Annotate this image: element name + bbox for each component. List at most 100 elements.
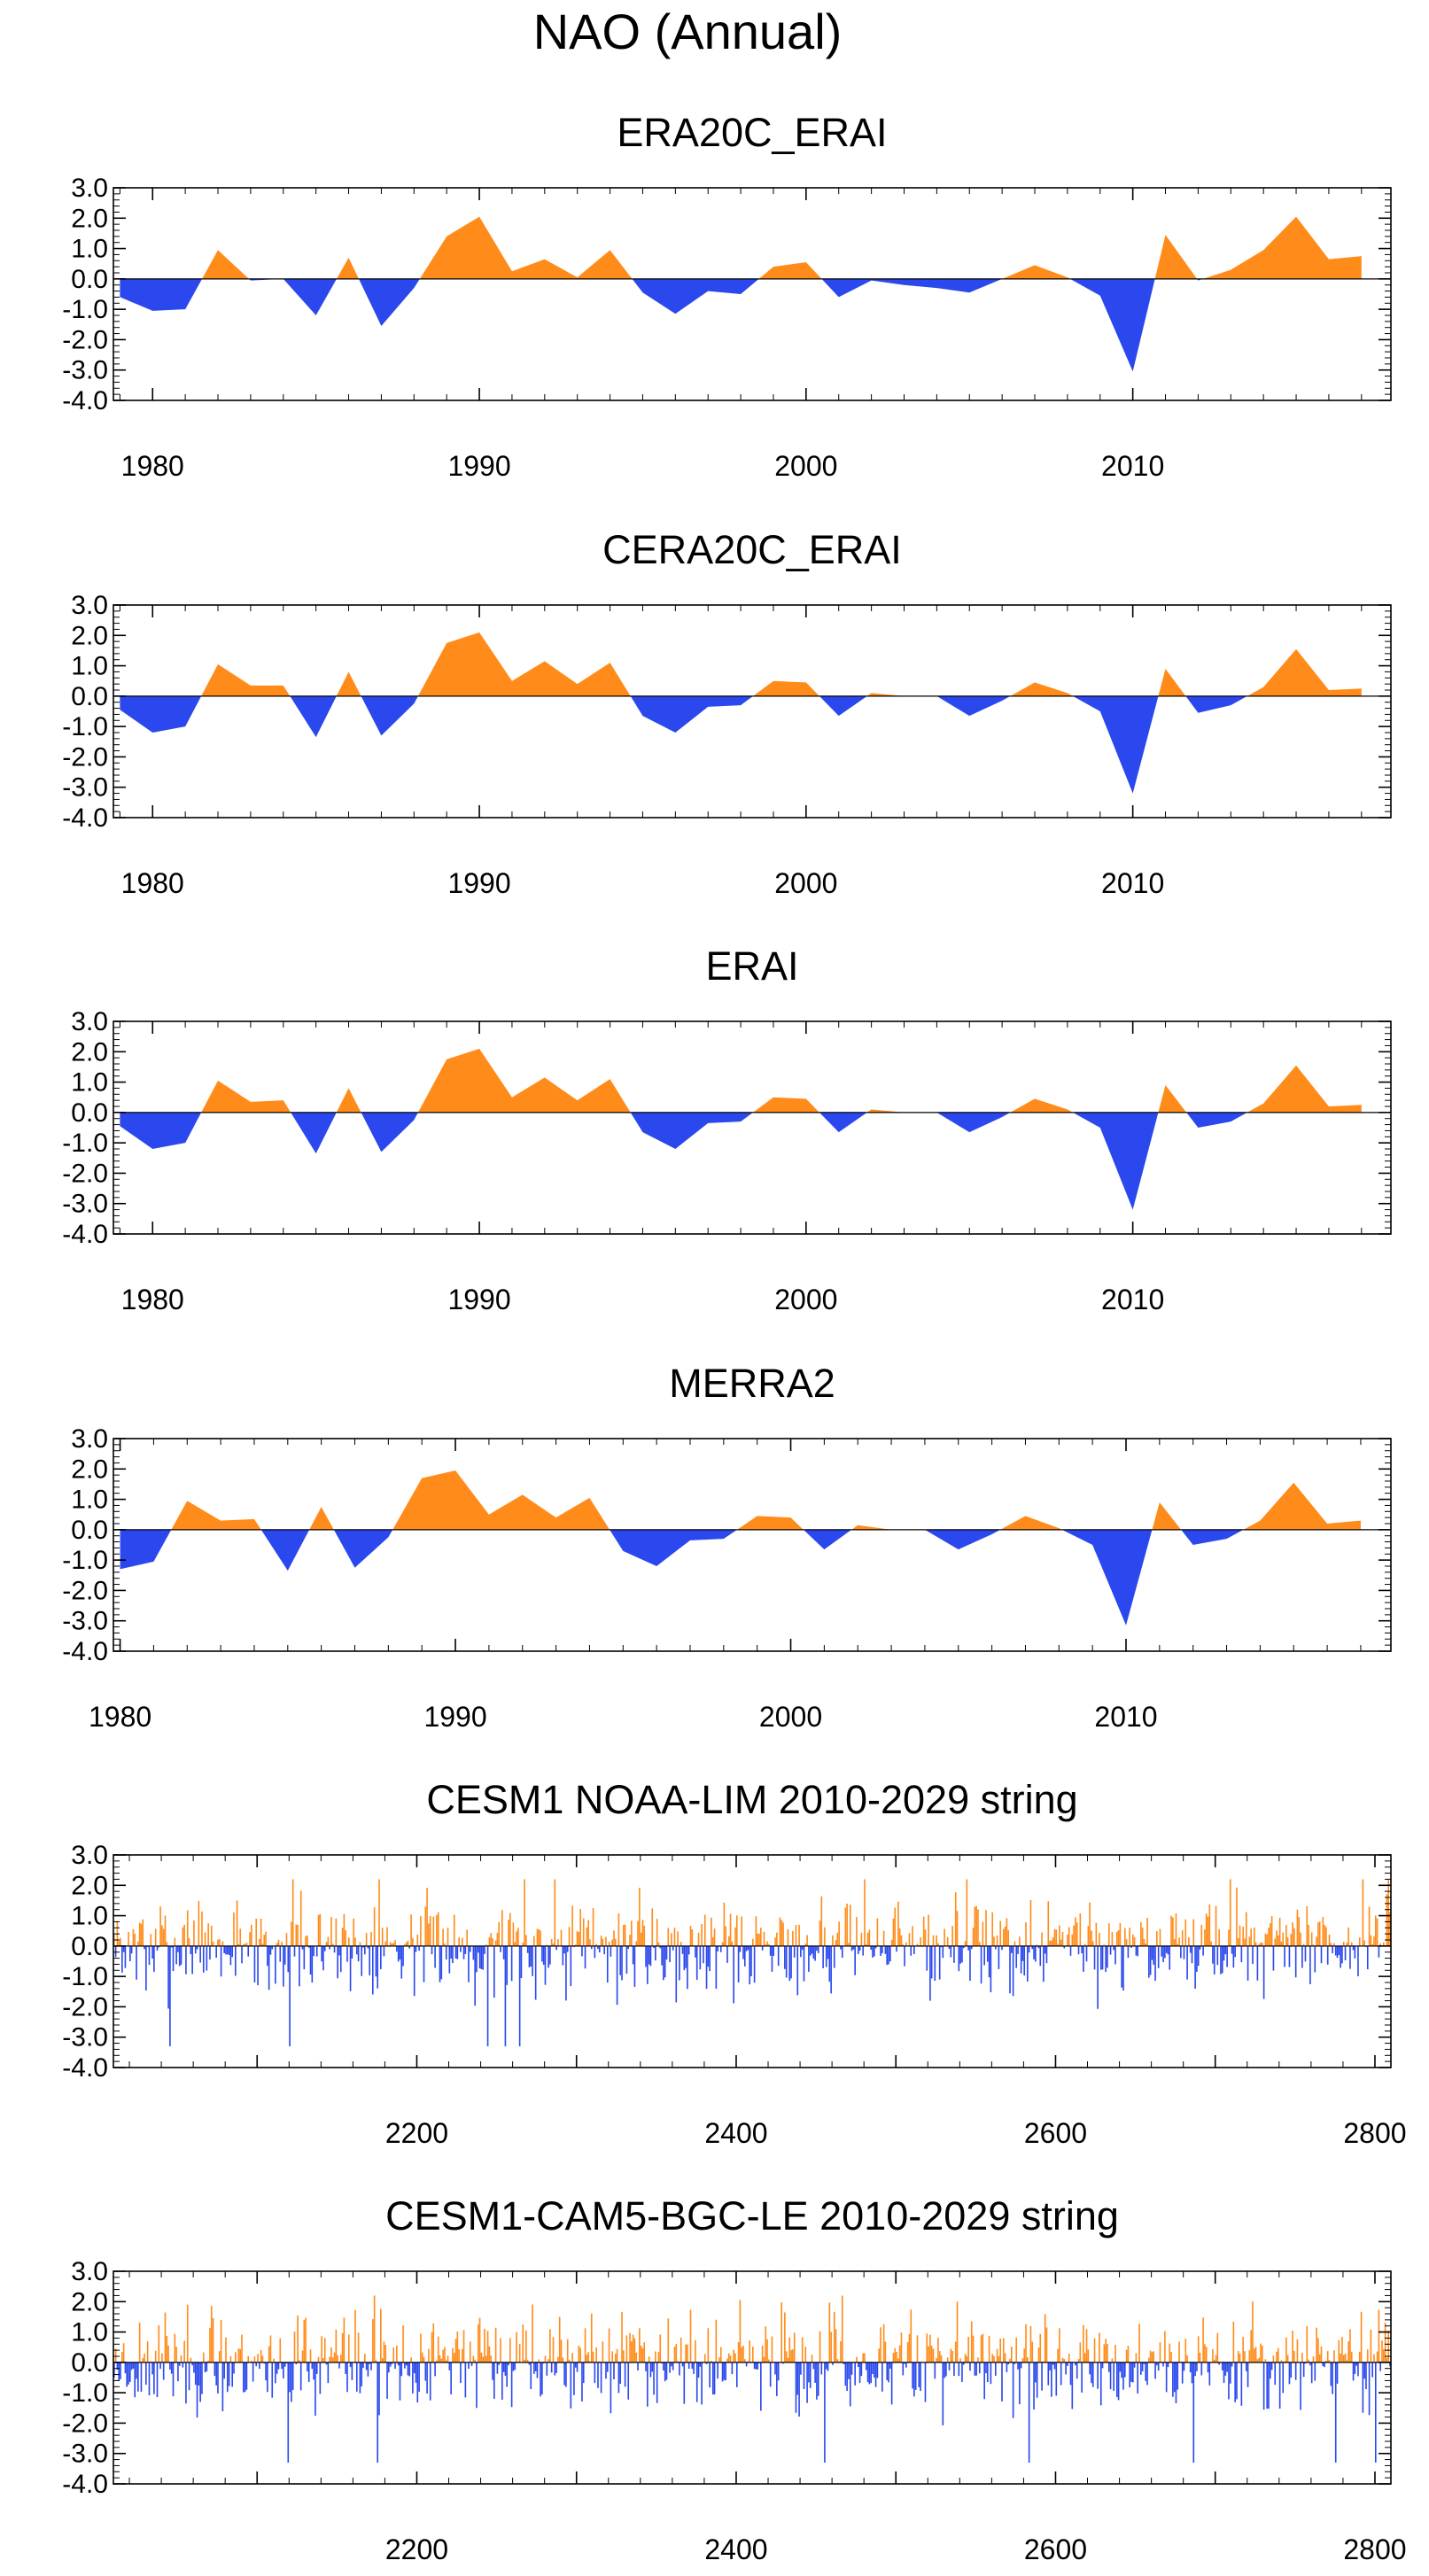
nao-bar: [170, 1945, 173, 1948]
nao-bar: [840, 2341, 842, 2363]
nao-bar: [972, 1928, 975, 1946]
nao-bar: [600, 1936, 602, 1946]
nao-bar: [293, 1945, 296, 1957]
nao-bar: [1191, 1945, 1193, 1964]
y-tick-label: 3.0: [71, 591, 108, 620]
nao-bar: [241, 1945, 243, 1964]
nao-bar: [857, 1945, 859, 1954]
nao-bar: [849, 1905, 851, 1946]
nao-bar: [964, 1941, 967, 1946]
nao-bar: [252, 2362, 254, 2382]
nao-bar: [1366, 2349, 1369, 2363]
negative-area: [291, 1112, 337, 1154]
nao-bar: [1113, 2362, 1114, 2392]
nao-bar: [1133, 1936, 1136, 1946]
nao-bar: [905, 1942, 907, 1946]
nao-bar: [1012, 1945, 1014, 1997]
nao-bar: [1180, 1945, 1182, 1959]
nao-bar: [1354, 1945, 1356, 1959]
nao-bar: [456, 2332, 459, 2363]
nao-bar: [128, 2362, 129, 2385]
nao-bar: [506, 1945, 509, 1985]
nao-bar: [534, 1945, 537, 2000]
nao-bar: [1006, 2362, 1008, 2372]
nao-bar: [920, 1936, 921, 1946]
nao-bar: [889, 2362, 891, 2369]
nao-bar: [207, 2360, 209, 2363]
nao-bar: [169, 1945, 171, 2046]
nao-bar: [1221, 1945, 1223, 1974]
nao-bar: [858, 2362, 861, 2384]
nao-bar: [508, 2362, 509, 2366]
nao-bar: [824, 1927, 826, 1946]
nao-bar: [1236, 1887, 1238, 1946]
nao-bar: [159, 2362, 161, 2370]
nao-bar: [605, 1936, 607, 1946]
nao-bar: [994, 2362, 997, 2376]
nao-bar: [1374, 1915, 1377, 1946]
nao-bar: [307, 1935, 308, 1946]
nao-bar: [1061, 2357, 1064, 2363]
x-tick-label: 1980: [121, 450, 184, 482]
nao-bar: [675, 1945, 678, 2003]
nao-bar: [603, 1945, 605, 1955]
nao-bar: [381, 2358, 384, 2363]
nao-bar: [172, 2362, 175, 2397]
nao-bar: [447, 1928, 449, 1946]
nao-bar: [928, 2346, 929, 2363]
nao-bar: [153, 2362, 155, 2394]
nao-bar: [1254, 1942, 1257, 1946]
nao-bar: [1119, 2362, 1122, 2372]
nao-bar: [835, 2329, 837, 2363]
nao-bar: [1253, 1927, 1255, 1946]
nao-bar: [217, 1939, 219, 1946]
nao-bar: [574, 2362, 577, 2368]
nao-bar: [410, 1914, 412, 1946]
x-tick-label: 2400: [704, 2533, 767, 2565]
nao-bar: [420, 2333, 422, 2363]
nao-bar: [1288, 1945, 1291, 1967]
nao-bar: [717, 1945, 718, 1951]
nao-bar: [257, 1945, 259, 1986]
nao-bar: [166, 2336, 168, 2363]
nao-bar: [464, 1945, 467, 1954]
positive-area: [336, 1088, 361, 1113]
nao-bar: [237, 1944, 240, 1946]
nao-bar: [206, 2362, 208, 2371]
nao-bar: [886, 2362, 889, 2380]
nao-bar: [346, 2362, 348, 2393]
nao-bar: [1332, 2362, 1333, 2394]
nao-bar: [1240, 1945, 1243, 1963]
nao-bar: [568, 1927, 571, 1946]
nao-bar: [518, 2344, 521, 2363]
nao-bar: [1237, 2351, 1239, 2363]
nao-bar: [639, 2328, 641, 2363]
nao-bar: [766, 2339, 768, 2363]
nao-bar: [672, 1945, 674, 1951]
negative-area: [803, 1529, 852, 1550]
nao-bar: [245, 1943, 248, 1946]
nao-bar: [1334, 2362, 1337, 2463]
nao-bar: [1105, 1945, 1107, 1972]
nao-bar: [906, 2341, 909, 2363]
nao-bar: [798, 1924, 800, 1946]
nao-bar: [785, 1945, 788, 1978]
nao-bar: [233, 2362, 235, 2374]
nao-bar: [1256, 1945, 1259, 1981]
nao-bar: [1121, 2362, 1122, 2378]
nao-bar: [589, 1939, 591, 1946]
nao-bar: [226, 1945, 229, 1955]
nao-bar: [498, 2362, 501, 2365]
nao-bar: [680, 2337, 682, 2363]
nao-bar: [400, 1945, 403, 1979]
nao-bar: [1161, 1945, 1163, 1957]
nao-bar: [524, 2359, 525, 2363]
nao-bar: [936, 1935, 937, 1946]
nao-bar: [747, 1945, 749, 1951]
nao-bar: [1322, 2362, 1324, 2367]
nao-bar: [420, 1916, 422, 1946]
nao-bar: [902, 2362, 905, 2376]
nao-bar: [397, 1945, 400, 1962]
nao-bar: [986, 2362, 989, 2383]
nao-bar: [434, 1945, 436, 1968]
